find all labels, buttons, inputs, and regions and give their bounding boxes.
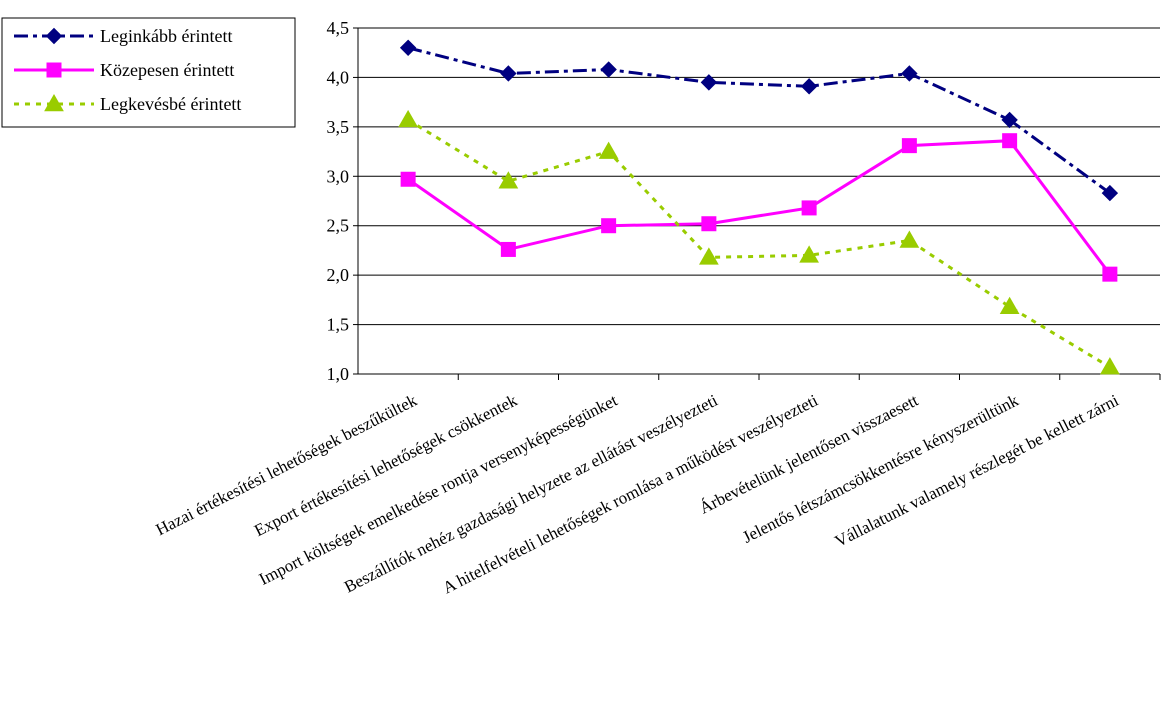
data-point bbox=[1001, 111, 1018, 129]
data-point bbox=[500, 65, 517, 82]
y-tick-label: 4,5 bbox=[327, 18, 350, 38]
axes bbox=[353, 27, 1161, 380]
data-point bbox=[601, 218, 617, 234]
y-tick-label: 3,0 bbox=[327, 166, 350, 186]
y-tick-label: 1,5 bbox=[327, 315, 350, 335]
legend: Leginkább érintett Közepesen érintett Legk… bbox=[1, 17, 296, 128]
legend-label: Közepesen érintett bbox=[100, 60, 234, 80]
data-point bbox=[600, 61, 617, 78]
legend-label: Leginkább érintett bbox=[100, 26, 232, 46]
data-point bbox=[598, 141, 619, 159]
x-category-label: Beszállítók nehéz gazdasági helyzete az … bbox=[341, 391, 721, 597]
data-point bbox=[500, 241, 516, 257]
y-tick-label: 2,5 bbox=[327, 216, 350, 236]
x-category-label: A hitelfelvételi lehetőségek romlása a m… bbox=[440, 391, 822, 598]
data-point bbox=[901, 65, 918, 82]
series-line bbox=[407, 46, 1111, 195]
y-tick-label: 1,0 bbox=[327, 364, 350, 384]
data-point bbox=[398, 109, 418, 128]
data-point bbox=[700, 74, 718, 91]
data-point bbox=[1102, 266, 1118, 282]
series-1 bbox=[399, 39, 1119, 202]
x-category-label: Import költségek emelkedése rontja verse… bbox=[256, 391, 621, 589]
data-point bbox=[800, 78, 818, 95]
data-point bbox=[799, 245, 819, 263]
data-point bbox=[899, 230, 920, 248]
data-point bbox=[1100, 357, 1120, 375]
data-point bbox=[999, 296, 1020, 315]
data-point bbox=[699, 247, 719, 265]
y-axis-tick-labels: 1,0 1,5 2,0 2,5 3,0 3,5 4,0 4,5 bbox=[327, 18, 350, 384]
x-axis-category-labels: Hazai értékesítési lehetőségek beszűkült… bbox=[153, 390, 1122, 597]
series-2 bbox=[400, 133, 1118, 282]
data-point bbox=[901, 138, 917, 154]
series-line bbox=[407, 139, 1112, 276]
data-point bbox=[1101, 184, 1119, 202]
y-tick-label: 4,0 bbox=[327, 67, 350, 87]
legend-marker bbox=[46, 62, 62, 78]
data-point bbox=[399, 39, 417, 56]
legend-marker bbox=[45, 27, 63, 45]
series-lines bbox=[398, 39, 1120, 375]
data-point bbox=[498, 171, 519, 189]
series-3 bbox=[398, 109, 1120, 375]
data-point bbox=[701, 216, 717, 232]
data-point bbox=[801, 200, 817, 216]
legend-label: Legkevésbé érintett bbox=[100, 94, 241, 114]
series-line bbox=[407, 118, 1111, 369]
y-tick-label: 3,5 bbox=[327, 117, 350, 137]
data-point bbox=[1002, 133, 1018, 149]
legend-marker bbox=[44, 93, 64, 112]
gridlines bbox=[358, 27, 1160, 375]
y-tick-label: 2,0 bbox=[327, 265, 350, 285]
data-point bbox=[400, 171, 416, 187]
